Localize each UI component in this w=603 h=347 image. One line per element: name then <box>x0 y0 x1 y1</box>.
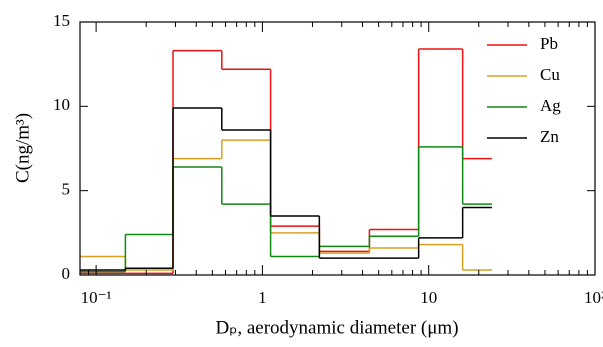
plot-frame <box>79 21 596 276</box>
x-tick-label: 10⁻¹ <box>81 288 112 307</box>
y-tick-label: 15 <box>53 11 70 30</box>
legend-label: Zn <box>540 127 559 146</box>
legend-label: Cu <box>540 65 560 84</box>
x-axis-label: Dₚ, aerodynamic diameter (μm) <box>215 317 458 338</box>
legend-label: Pb <box>540 34 558 53</box>
y-axis-label: C(ng/m³) <box>12 113 33 183</box>
x-tick-label: 10² <box>584 288 603 307</box>
y-tick-label: 10 <box>53 95 70 114</box>
y-tick-label: 0 <box>62 264 71 283</box>
x-tick-label: 1 <box>258 288 267 307</box>
legend-label: Ag <box>540 96 561 115</box>
y-tick-label: 5 <box>62 180 71 199</box>
x-tick-label: 10 <box>420 288 437 307</box>
